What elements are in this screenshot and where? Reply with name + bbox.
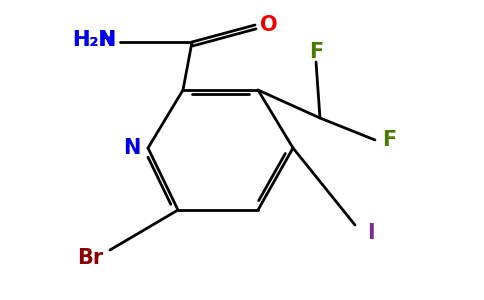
Text: H₂N: H₂N — [72, 30, 116, 50]
Text: F: F — [382, 130, 396, 150]
Text: H: H — [99, 30, 116, 50]
Text: Br: Br — [77, 248, 103, 268]
Text: I: I — [367, 223, 375, 243]
Text: F: F — [309, 42, 323, 62]
Text: O: O — [260, 15, 278, 35]
Text: N: N — [123, 138, 141, 158]
Text: H₂N: H₂N — [72, 30, 116, 50]
